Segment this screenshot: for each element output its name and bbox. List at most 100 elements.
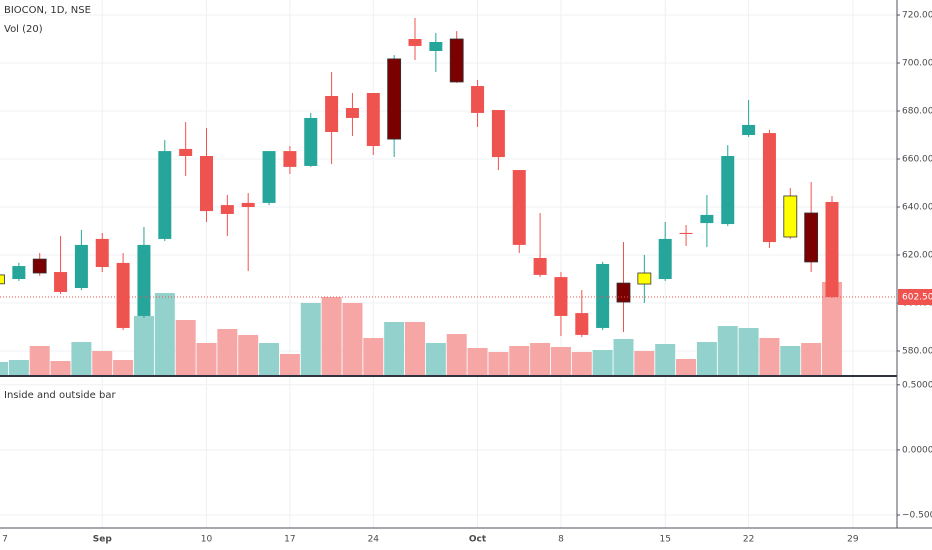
candle-body [554, 277, 568, 316]
volume-bar [217, 329, 238, 375]
volume-bar [822, 282, 842, 375]
volume-bar [759, 338, 780, 375]
y-tick-label: 720.00 [902, 11, 932, 21]
candle-body [158, 151, 172, 239]
candle-body [116, 262, 130, 328]
chart-title: BIOCON, 1D, NSE [4, 5, 91, 16]
candle-body [12, 266, 26, 279]
y-tick-label: 620.00 [902, 251, 932, 261]
volume-bar [279, 354, 300, 375]
candle-body [471, 86, 485, 113]
candle-body [575, 313, 589, 335]
volume-bar [613, 339, 634, 375]
volume-bar [50, 361, 71, 375]
y-tick-label: 0.5000 [902, 380, 932, 390]
y-tick-label: 660.00 [902, 155, 932, 165]
x-tick-label: 7 [2, 535, 8, 545]
x-tick-label: 29 [847, 535, 859, 545]
indicator-label: Vol (20) [4, 24, 43, 35]
volume-bar [571, 352, 592, 375]
candle-body [137, 244, 151, 316]
volume-bar [92, 351, 113, 375]
x-tick-label: Sep [93, 535, 113, 545]
volume-bar [467, 348, 488, 375]
candle-body [825, 201, 839, 297]
volume-bar [780, 346, 801, 375]
volume-bar [363, 338, 384, 375]
candle-body [408, 39, 422, 46]
candle-body [283, 151, 297, 167]
candle-body [0, 274, 5, 285]
candle-body [742, 124, 756, 135]
volume-bar [530, 343, 551, 375]
volume-bar [676, 359, 697, 375]
candle-body [325, 96, 339, 132]
volume-bar [488, 352, 509, 375]
candle-body [491, 110, 505, 158]
volume-bar [592, 350, 613, 375]
volume-bar [634, 351, 655, 375]
last-price-box [898, 289, 932, 305]
candle-body [512, 170, 526, 245]
x-tick-label: 8 [558, 535, 564, 545]
y-tick-label: 680.00 [902, 107, 932, 117]
volume-bar [342, 303, 363, 375]
volume-bar [801, 343, 822, 375]
candle-body [179, 148, 193, 156]
candle-body [700, 214, 714, 224]
candle-body [637, 272, 652, 285]
pane-title: Inside and outside bar [4, 390, 116, 401]
candle-body [616, 282, 631, 303]
candle-body [429, 42, 443, 51]
last-price-label: 602.50 [902, 293, 932, 303]
candle-body [762, 133, 776, 243]
volume-bar [550, 347, 571, 375]
y-tick-label: 580.00 [902, 347, 932, 357]
x-tick-label: Oct [469, 535, 487, 545]
x-tick-label: 22 [743, 535, 754, 545]
volume-bar [0, 362, 8, 375]
x-tick-label: 15 [659, 535, 670, 545]
y-tick-label: 0.0000 [902, 445, 932, 455]
volume-bar [259, 343, 280, 375]
candle-body [95, 238, 109, 267]
candle-body [366, 93, 380, 147]
y-tick-label: −0.5000 [902, 510, 932, 520]
candle-body [449, 38, 464, 83]
volume-bar [238, 335, 259, 375]
price-axis [897, 0, 932, 550]
volume-bar [71, 342, 92, 375]
candle-body [804, 212, 819, 263]
volume-bar [154, 293, 175, 375]
candle-body [721, 156, 735, 225]
candle-body [533, 258, 547, 275]
volume-bar [133, 316, 154, 375]
candle-body [387, 58, 402, 140]
volume-bar [300, 303, 321, 375]
candle-body [200, 156, 213, 212]
candle-body [54, 272, 68, 292]
y-tick-label: 640.00 [902, 203, 932, 213]
volume-bar [425, 343, 446, 375]
candle-body [220, 205, 234, 214]
volume-bar [113, 360, 134, 375]
volume-bar [8, 360, 29, 375]
candle-body [596, 264, 610, 328]
volume-bar [196, 343, 217, 375]
x-tick-label: 10 [201, 535, 213, 545]
candle-body [783, 195, 798, 238]
volume-bar [717, 326, 738, 375]
volume-bar [405, 322, 425, 375]
volume-bar [29, 346, 50, 375]
candle-body [658, 238, 672, 279]
candle-body [262, 151, 276, 203]
candle-body [345, 108, 359, 118]
volume-bar [696, 342, 717, 375]
volume-bar [175, 320, 196, 375]
candle-body [74, 244, 88, 288]
x-tick-label: 24 [368, 535, 380, 545]
volume-bar [321, 297, 342, 375]
volume-bar [738, 328, 759, 375]
